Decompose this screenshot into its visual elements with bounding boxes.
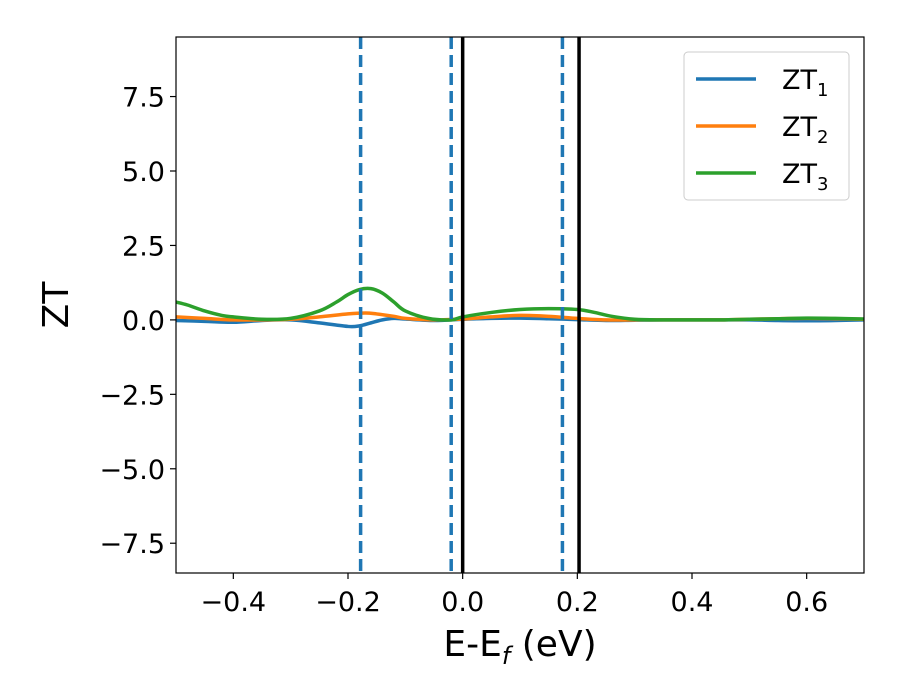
- y-tick-label: −5.0: [99, 455, 165, 486]
- plot-area-frame: [175, 36, 865, 574]
- x-axis-ticks: −0.4 −0.2 0.0 0.2 0.4 0.6: [201, 573, 828, 618]
- y-axis-label: ZT: [36, 281, 77, 329]
- y-axis-ticks: −7.5 −5.0 −2.5 0.0 2.5 5.0 7.5: [99, 83, 176, 560]
- y-tick-label: 5.0: [122, 157, 165, 188]
- x-tick-label: −0.4: [201, 587, 267, 618]
- legend-box: [683, 51, 850, 201]
- legend-label-zt2: ZT2: [782, 112, 828, 148]
- reference-lines: [358, 37, 581, 573]
- x-tick-label: 0.6: [785, 587, 828, 618]
- y-tick-label: 2.5: [122, 231, 165, 262]
- legend: ZT1 ZT2 ZT3: [683, 51, 850, 201]
- series-lines: [176, 286, 864, 329]
- x-tick-label: 0.0: [441, 587, 484, 618]
- x-axis-label-tail: (eV): [510, 624, 596, 665]
- y-tick-label: −2.5: [99, 380, 165, 411]
- series-line-zt3: [176, 286, 864, 322]
- x-tick-label: 0.2: [556, 587, 599, 618]
- legend-label-zt1: ZT1: [782, 65, 828, 101]
- y-tick-label: 0.0: [122, 306, 165, 337]
- x-axis-label-main: E-E: [443, 624, 501, 665]
- x-tick-label: 0.4: [671, 587, 714, 618]
- y-tick-label: 7.5: [122, 83, 165, 114]
- legend-label-zt3: ZT3: [782, 159, 828, 195]
- x-tick-label: −0.2: [315, 587, 381, 618]
- y-tick-label: −7.5: [99, 529, 165, 560]
- x-axis-label: E-Ef (eV): [443, 624, 596, 670]
